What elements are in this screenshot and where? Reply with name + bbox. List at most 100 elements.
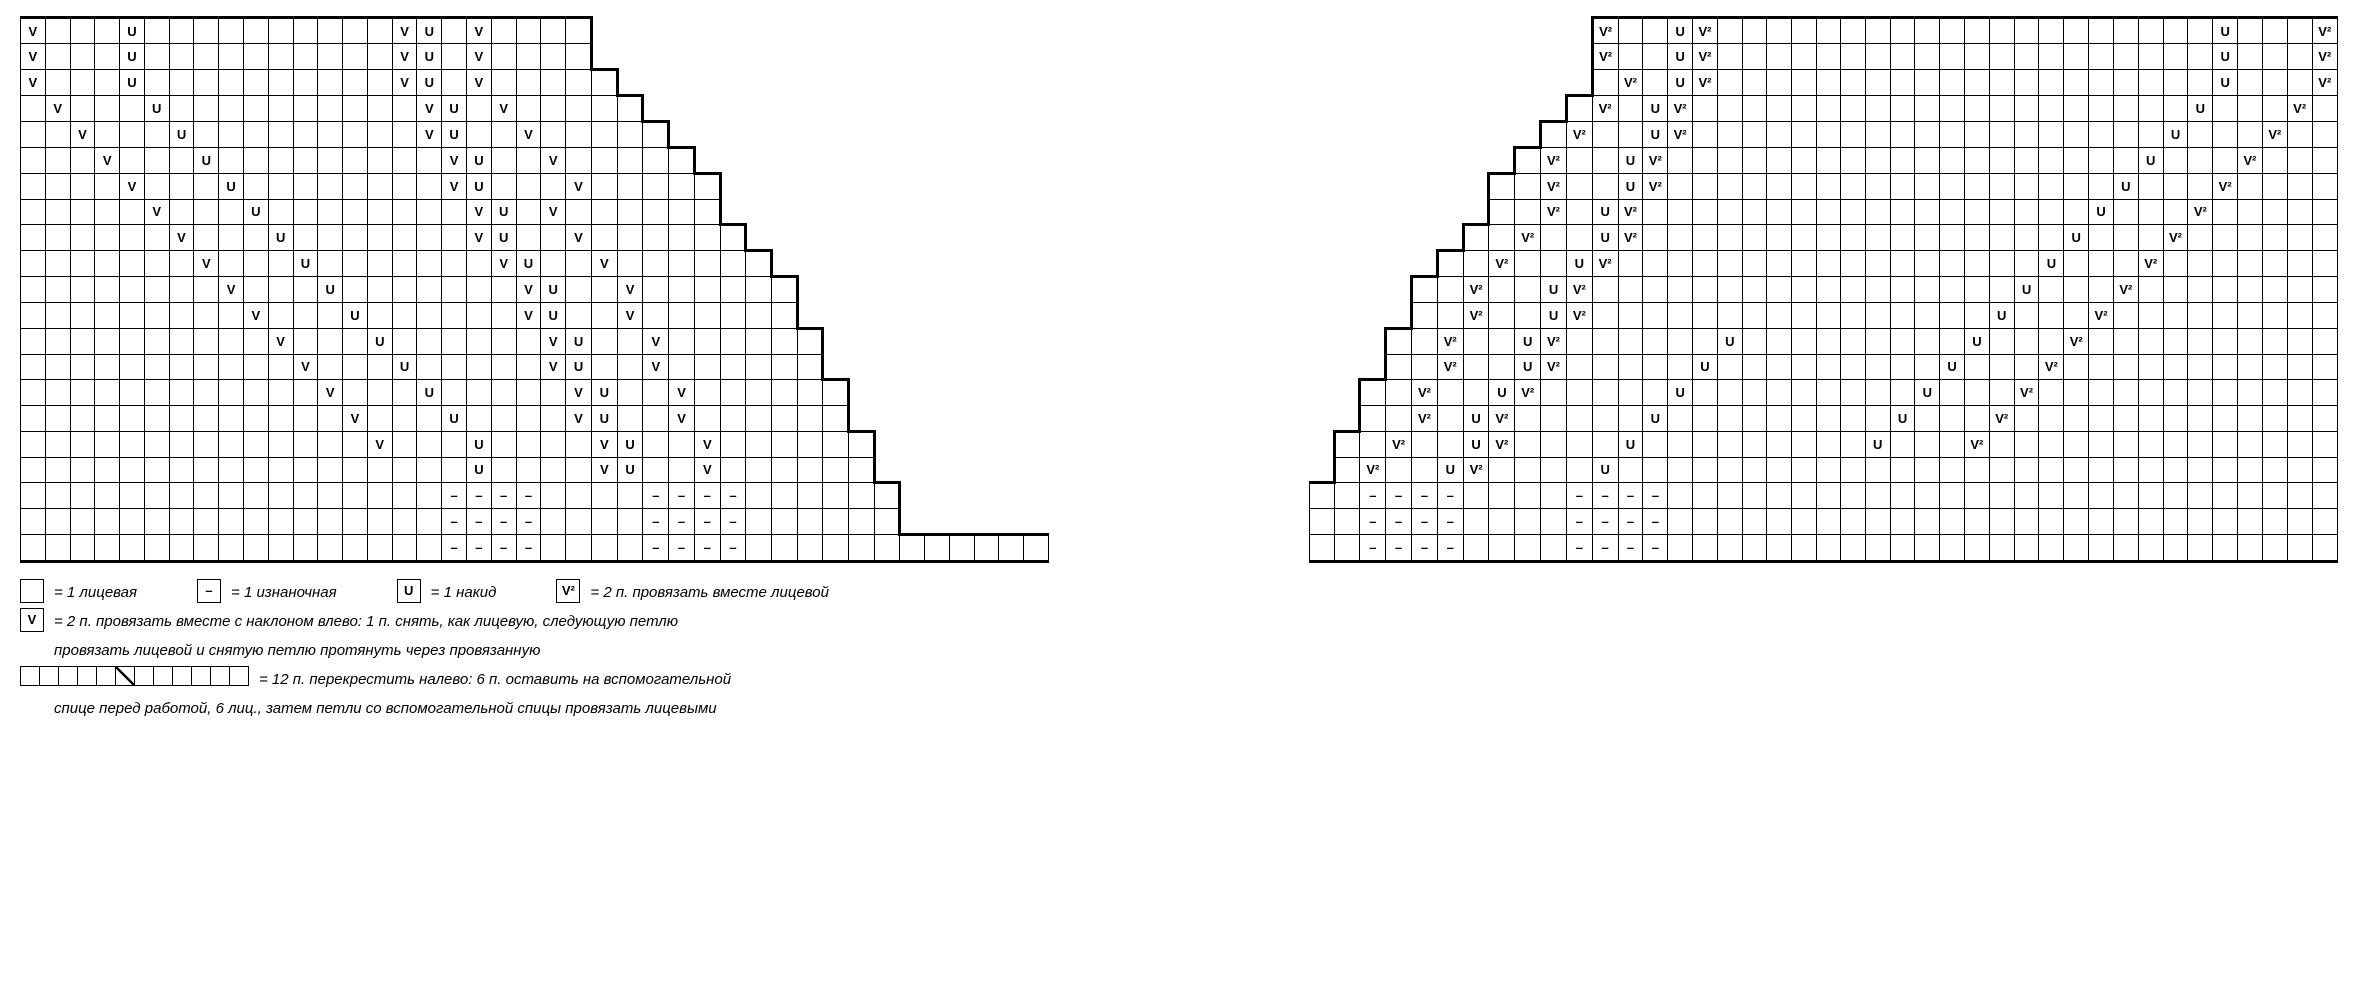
chart-cell-empty [95, 121, 120, 147]
chart-cell-empty [343, 44, 368, 70]
chart-cell-empty [2039, 406, 2064, 432]
chart-cell-empty [720, 303, 746, 329]
chart-cell-empty [343, 199, 368, 225]
chart-cell-empty [243, 328, 268, 354]
chart-cell-empty [219, 251, 244, 277]
chart-cell-symbol: – [1386, 534, 1412, 561]
chart-cell-empty [169, 147, 194, 173]
chart-cell-symbol: – [491, 534, 516, 561]
chart-cell-empty [2113, 44, 2138, 70]
chart-cell-empty [1566, 354, 1592, 380]
chart-cell-empty [1964, 457, 1989, 483]
chart-cell-empty [541, 431, 566, 457]
chart-cell-empty [1964, 354, 1989, 380]
chart-cell-empty [70, 354, 95, 380]
chart-cell-empty [1693, 147, 1718, 173]
legend-txt-cable1: = 12 п. перекрестить налево: 6 п. остави… [259, 666, 731, 693]
chart-cell-symbol: V [144, 199, 169, 225]
chart-cell-symbol: U [2188, 95, 2213, 121]
chart-cell-symbol: – [720, 509, 746, 535]
chart-cell-empty [516, 147, 541, 173]
chart-cell-empty [1592, 354, 1618, 380]
chart-cell-empty [1541, 509, 1567, 535]
chart-cell-empty [1463, 328, 1489, 354]
chart-cell-empty [1890, 483, 1915, 509]
chart-cell-empty [1515, 199, 1541, 225]
chart-cell-empty [442, 303, 467, 329]
chart-cell-symbol: U [392, 354, 417, 380]
chart-cell-symbol: V² [1668, 95, 1693, 121]
chart-cell-symbol: V [219, 277, 244, 303]
chart-cell-empty [1767, 69, 1792, 95]
chart-cell-empty [1989, 44, 2014, 70]
chart-cell-empty [318, 328, 343, 354]
chart-cell-empty [442, 44, 467, 70]
chart-cell-empty [21, 173, 46, 199]
legend-sym-purl: – [197, 579, 221, 603]
chart-cell-empty [2163, 431, 2188, 457]
chart-cell-empty [2238, 121, 2263, 147]
chart-cell-empty [1767, 509, 1792, 535]
chart-cell-empty [21, 457, 46, 483]
chart-cell-empty [2064, 95, 2089, 121]
chart-cell-empty [1668, 199, 1693, 225]
chart-cell-empty [268, 277, 293, 303]
chart-cell-empty [2287, 509, 2312, 535]
chart-cell-empty [617, 406, 643, 432]
chart-cell-empty [144, 121, 169, 147]
chart-cell-empty [367, 303, 392, 329]
chart-cell-empty [1816, 69, 1841, 95]
chart-cell-empty [1742, 44, 1767, 70]
chart-cell-symbol: V [95, 147, 120, 173]
chart-cell-empty [144, 225, 169, 251]
chart-cell-empty [2238, 534, 2263, 561]
chart-cell-empty [1865, 457, 1890, 483]
chart-cell-empty [2064, 534, 2089, 561]
chart-cell-empty [1989, 354, 2014, 380]
chart-cell-empty [194, 457, 219, 483]
chart-cell-empty [169, 277, 194, 303]
chart-cell-empty [2039, 173, 2064, 199]
chart-cell-empty [1940, 406, 1965, 432]
chart-cell-empty [516, 354, 541, 380]
chart-cell-symbol: U [1915, 380, 1940, 406]
chart-cell-empty [1767, 147, 1792, 173]
chart-cell-symbol: – [1643, 509, 1668, 535]
legend-txt-knit: = 1 лицевая [54, 579, 137, 606]
chart-cell-empty [2262, 251, 2287, 277]
chart-cell-empty [2262, 18, 2287, 44]
chart-cell-empty [144, 303, 169, 329]
chart-cell-empty [1566, 225, 1592, 251]
chart-cell-empty [1515, 277, 1541, 303]
chart-cell-symbol: – [669, 483, 695, 509]
chart-cell-empty [194, 534, 219, 561]
chart-cell-empty [516, 95, 541, 121]
chart-cell-empty [1791, 457, 1816, 483]
chart-cell-empty [2238, 303, 2263, 329]
chart-cell-empty [70, 483, 95, 509]
chart-cell-symbol: – [643, 483, 669, 509]
chart-cell-empty [1592, 173, 1618, 199]
chart-cell-empty [1693, 251, 1718, 277]
chart-cell-empty [2089, 277, 2114, 303]
chart-cell-empty [516, 225, 541, 251]
chart-cell-empty [541, 18, 566, 44]
chart-cell-empty [1915, 509, 1940, 535]
chart-cell-symbol: V² [1566, 277, 1592, 303]
chart-cell-empty [1717, 354, 1742, 380]
chart-cell-empty [1865, 199, 1890, 225]
chart-cell-empty [367, 251, 392, 277]
chart-cell-empty [591, 199, 617, 225]
chart-cell-symbol: V² [1964, 431, 1989, 457]
chart-cell-empty [392, 277, 417, 303]
chart-cell-empty [2039, 147, 2064, 173]
chart-cell-empty [1463, 354, 1489, 380]
chart-cell-empty [268, 483, 293, 509]
chart-cell-empty [2014, 431, 2039, 457]
chart-cell-empty [2064, 457, 2089, 483]
chart-cell-empty [2188, 303, 2213, 329]
chart-cell-empty [2138, 199, 2163, 225]
chart-cell-empty [1618, 277, 1643, 303]
chart-cell-empty [643, 173, 669, 199]
chart-cell-empty [417, 173, 442, 199]
